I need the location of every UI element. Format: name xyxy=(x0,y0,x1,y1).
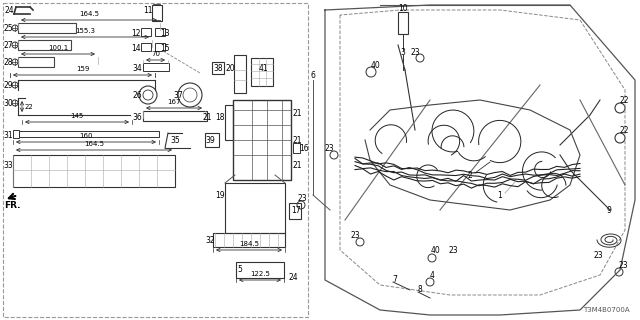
Text: 8: 8 xyxy=(418,285,422,294)
Text: 164.5: 164.5 xyxy=(79,11,99,17)
Text: 23: 23 xyxy=(297,194,307,203)
Text: 160: 160 xyxy=(79,133,93,139)
Text: 23: 23 xyxy=(410,47,420,57)
Text: FR.: FR. xyxy=(4,201,20,210)
Text: 22: 22 xyxy=(620,125,628,134)
Text: 22: 22 xyxy=(620,95,628,105)
Text: 27: 27 xyxy=(3,41,13,50)
Bar xyxy=(212,62,224,74)
Text: 24: 24 xyxy=(288,274,298,283)
Text: 25: 25 xyxy=(3,23,13,33)
Text: 21: 21 xyxy=(292,161,301,170)
Bar xyxy=(141,43,151,51)
Text: 26: 26 xyxy=(132,91,142,100)
Text: 18: 18 xyxy=(215,113,225,122)
Bar xyxy=(18,40,71,50)
Text: 184.5: 184.5 xyxy=(239,241,259,247)
Bar xyxy=(18,23,76,33)
Text: 100.1: 100.1 xyxy=(48,45,68,51)
Text: 13: 13 xyxy=(160,28,170,37)
Text: 15: 15 xyxy=(160,44,170,52)
Text: 70: 70 xyxy=(151,51,160,57)
Text: 34: 34 xyxy=(132,63,142,73)
Text: 23: 23 xyxy=(618,260,628,269)
Text: 23: 23 xyxy=(448,245,458,254)
Text: 24: 24 xyxy=(4,5,14,14)
Bar xyxy=(155,28,165,36)
Text: 22: 22 xyxy=(25,103,34,109)
Text: 33: 33 xyxy=(3,161,13,170)
Text: 35: 35 xyxy=(170,135,180,145)
Bar xyxy=(3,3,308,317)
Text: 14: 14 xyxy=(131,44,141,52)
Bar xyxy=(13,130,19,138)
Text: 39: 39 xyxy=(205,135,215,145)
Text: 3: 3 xyxy=(401,47,405,57)
Text: 145: 145 xyxy=(70,113,84,119)
Text: 159: 159 xyxy=(76,66,89,72)
Text: 2: 2 xyxy=(468,171,472,180)
Bar xyxy=(398,12,408,34)
Text: 32: 32 xyxy=(205,236,215,244)
Text: 40: 40 xyxy=(370,60,380,69)
Text: 10: 10 xyxy=(398,4,408,12)
Bar xyxy=(234,55,246,93)
Text: 37: 37 xyxy=(173,91,183,100)
Bar xyxy=(18,57,54,67)
Text: 30: 30 xyxy=(3,99,13,108)
Text: 31: 31 xyxy=(3,131,13,140)
Bar xyxy=(236,262,284,278)
Bar xyxy=(141,28,151,36)
Text: 11: 11 xyxy=(143,5,153,14)
Text: 16: 16 xyxy=(299,143,309,153)
Text: 20: 20 xyxy=(225,63,235,73)
Text: 6: 6 xyxy=(310,70,316,79)
Bar xyxy=(19,131,159,137)
Text: T3M4B0700A: T3M4B0700A xyxy=(584,307,630,313)
Text: 7: 7 xyxy=(392,276,397,284)
Text: 38: 38 xyxy=(213,63,223,73)
Bar xyxy=(225,105,233,140)
Text: 21: 21 xyxy=(202,113,212,122)
Text: 28: 28 xyxy=(3,58,13,67)
Bar xyxy=(143,111,207,121)
Bar xyxy=(13,155,175,187)
Text: 41: 41 xyxy=(258,63,268,73)
Text: 23: 23 xyxy=(593,251,603,260)
Text: 5: 5 xyxy=(237,266,243,275)
Text: 167: 167 xyxy=(167,99,180,105)
Bar xyxy=(213,233,285,247)
Text: 23: 23 xyxy=(324,143,334,153)
Text: 4: 4 xyxy=(429,270,435,279)
Text: 1: 1 xyxy=(498,190,502,199)
Text: 12: 12 xyxy=(131,28,141,37)
Bar xyxy=(293,143,300,153)
Text: 19: 19 xyxy=(215,190,225,199)
Bar xyxy=(251,58,273,86)
Bar xyxy=(225,183,285,233)
Text: 21: 21 xyxy=(292,135,301,145)
Text: 21: 21 xyxy=(292,108,301,117)
Text: 23: 23 xyxy=(350,230,360,239)
Text: 9: 9 xyxy=(607,205,611,214)
Text: 36: 36 xyxy=(132,113,142,122)
Text: 40: 40 xyxy=(430,245,440,254)
Bar xyxy=(155,43,165,51)
Text: 155.3: 155.3 xyxy=(75,28,95,34)
Text: 29: 29 xyxy=(3,81,13,90)
Bar xyxy=(143,63,169,71)
Bar xyxy=(152,5,162,21)
Bar xyxy=(205,133,219,147)
Text: 17: 17 xyxy=(291,205,301,214)
Bar xyxy=(289,203,301,219)
Text: 164.5: 164.5 xyxy=(84,141,104,147)
Text: 122.5: 122.5 xyxy=(250,271,270,277)
Bar xyxy=(233,100,291,180)
